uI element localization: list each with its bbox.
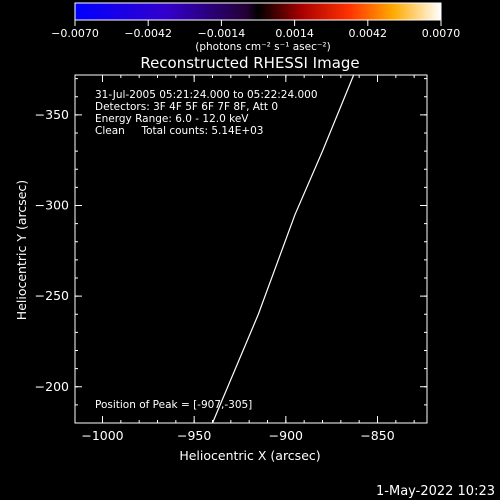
- x-tick-label: −950: [177, 428, 211, 443]
- y-axis-label: Heliocentric Y (arcsec): [14, 180, 29, 320]
- x-tick-label: −1000: [81, 428, 123, 443]
- colorbar-tick-label: −0.0014: [198, 27, 246, 40]
- colorbar-tick-label: 0.0042: [349, 27, 388, 40]
- colorbar: −0.0070 −0.0042 −0.0014 0.0014 0.0042 0.0070 …: [51, 2, 460, 53]
- annotation-peak: Position of Peak = [-907,-305]: [95, 399, 252, 411]
- y-tick-label: −200: [35, 379, 69, 394]
- x-tick-label: −900: [269, 428, 303, 443]
- annotation-time: 31-Jul-2005 05:21:24.000 to 05:22:24.000: [95, 89, 318, 101]
- y-tick-label: −350: [35, 107, 69, 122]
- annotation-detectors: Detectors: 3F 4F 5F 6F 7F 8F, Att 0: [95, 101, 278, 113]
- colorbar-tick-label: −0.0042: [124, 27, 172, 40]
- annotation-clean: Clean Total counts: 5.14E+03: [95, 125, 264, 137]
- footer-timestamp: 1-May-2022 10:23: [376, 484, 495, 499]
- chart-title: Reconstructed RHESSI Image: [140, 54, 359, 72]
- x-axis-label: Heliocentric X (arcsec): [179, 448, 320, 463]
- colorbar-ticks: −0.0070 −0.0042 −0.0014 0.0014 0.0042 0.0070: [51, 20, 460, 40]
- plot-area: [211, 75, 355, 423]
- colorbar-gradient: [74, 2, 442, 21]
- x-tick-label: −850: [360, 428, 394, 443]
- colorbar-unit-label: (photons cm⁻² s⁻¹ asec⁻²): [195, 41, 330, 53]
- colorbar-tick-label: −0.0070: [51, 27, 99, 40]
- solar-limb-line: [211, 75, 355, 423]
- colorbar-tick-label: 0.0070: [422, 27, 461, 40]
- y-tick-label: −300: [35, 198, 69, 213]
- annotation-energy: Energy Range: 6.0 - 12.0 keV: [95, 113, 249, 125]
- y-tick-label: −250: [35, 288, 69, 303]
- plot-frame: [74, 74, 428, 424]
- annotation-block: 31-Jul-2005 05:21:24.000 to 05:22:24.000…: [95, 89, 318, 411]
- colorbar-tick-label: 0.0014: [275, 27, 314, 40]
- axes: −1000 −950 −900 −850 −200 −250 −300 −350: [35, 75, 427, 443]
